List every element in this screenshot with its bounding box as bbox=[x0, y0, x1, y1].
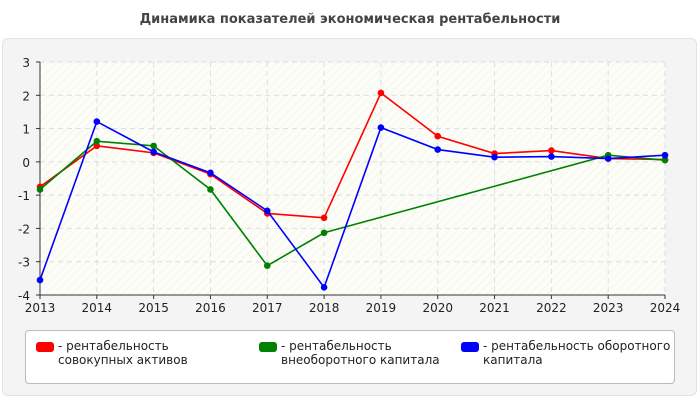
series-line bbox=[39, 120, 666, 290]
plot-area bbox=[40, 62, 665, 295]
data-point bbox=[150, 142, 157, 150]
data-point bbox=[604, 155, 612, 162]
x-tick-label: 2013 bbox=[25, 301, 56, 315]
series-line bbox=[39, 140, 666, 267]
legend: - рентабельность совокупных активов - ре… bbox=[25, 330, 675, 384]
y-tick-label: -2 bbox=[18, 222, 30, 236]
data-point bbox=[377, 89, 385, 97]
data-point bbox=[661, 156, 669, 164]
data-point bbox=[320, 229, 328, 237]
data-point bbox=[263, 262, 271, 270]
y-tick-label: -3 bbox=[18, 256, 30, 270]
legend-item: - рентабельность оборотного капитала bbox=[461, 339, 671, 367]
x-tick-label: 2020 bbox=[422, 301, 453, 315]
data-point bbox=[434, 146, 442, 153]
data-point bbox=[434, 132, 442, 140]
data-point bbox=[548, 153, 555, 160]
legend-label: - рентабельность внеоборотного капитала bbox=[281, 339, 440, 367]
y-tick-label: -1 bbox=[18, 189, 30, 203]
x-tick-label: 2017 bbox=[252, 301, 283, 315]
data-point bbox=[320, 284, 328, 291]
legend-label: - рентабельность совокупных активов bbox=[58, 339, 188, 367]
data-point bbox=[207, 186, 214, 193]
data-point bbox=[93, 137, 101, 145]
x-tick-label: 2019 bbox=[366, 301, 397, 315]
x-tick-label: 2024 bbox=[650, 301, 681, 315]
x-tick-label: 2022 bbox=[536, 301, 567, 315]
legend-item: - рентабельность совокупных активов bbox=[36, 339, 246, 367]
x-tick-label: 2021 bbox=[479, 301, 510, 315]
y-tick-label: 2 bbox=[22, 89, 30, 103]
data-point bbox=[263, 207, 271, 215]
x-tick-label: 2016 bbox=[195, 301, 226, 315]
data-point bbox=[36, 276, 44, 284]
data-point bbox=[548, 147, 555, 154]
x-tick-label: 2018 bbox=[309, 301, 340, 315]
x-tick-label: 2014 bbox=[82, 301, 113, 315]
data-point bbox=[207, 169, 214, 177]
data-point bbox=[36, 186, 44, 193]
y-tick-label: 1 bbox=[22, 123, 30, 137]
chart-title: Динамика показателей экономическая рента… bbox=[139, 12, 561, 27]
data-point bbox=[377, 124, 385, 131]
legend-label: - рентабельность оборотного капитала bbox=[483, 339, 671, 367]
x-tick-label: 2023 bbox=[593, 301, 624, 315]
legend-swatch bbox=[36, 342, 54, 352]
legend-swatch bbox=[259, 342, 277, 352]
y-tick-label: -4 bbox=[18, 289, 30, 303]
series-line bbox=[39, 91, 666, 219]
data-point bbox=[150, 148, 157, 156]
data-point bbox=[320, 214, 328, 222]
x-tick-label: 2015 bbox=[138, 301, 169, 315]
data-point bbox=[93, 142, 101, 150]
legend-item: - рентабельность внеоборотного капитала bbox=[259, 339, 449, 367]
legend-swatch bbox=[461, 342, 479, 352]
y-tick-label: 3 bbox=[22, 56, 30, 70]
data-point bbox=[93, 118, 101, 125]
data-point bbox=[661, 151, 669, 159]
data-point bbox=[491, 153, 498, 161]
y-tick-label: 0 bbox=[22, 156, 30, 170]
